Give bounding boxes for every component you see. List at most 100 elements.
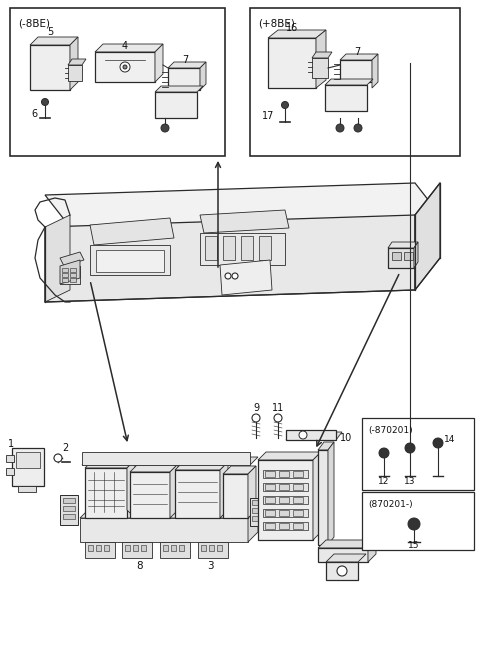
Text: 10: 10: [340, 433, 352, 443]
Bar: [263, 522, 308, 530]
Text: 16: 16: [286, 23, 298, 33]
Bar: [258, 460, 313, 540]
Polygon shape: [325, 79, 373, 85]
Bar: [60, 266, 80, 284]
Bar: [62, 273, 68, 277]
Polygon shape: [155, 86, 203, 92]
Bar: [217, 545, 222, 551]
Polygon shape: [200, 62, 206, 90]
Bar: [63, 498, 75, 503]
Polygon shape: [258, 452, 321, 460]
Bar: [80, 518, 248, 542]
Circle shape: [232, 273, 238, 279]
Polygon shape: [45, 215, 70, 302]
Polygon shape: [60, 260, 80, 284]
Bar: [175, 470, 220, 518]
Bar: [362, 492, 474, 550]
Bar: [30, 45, 70, 90]
Bar: [133, 545, 138, 551]
Text: (-8BE): (-8BE): [18, 19, 50, 29]
Polygon shape: [90, 218, 174, 245]
Bar: [265, 510, 275, 516]
Bar: [6, 468, 14, 475]
Polygon shape: [372, 54, 378, 88]
Bar: [286, 430, 336, 440]
Bar: [90, 245, 170, 275]
Polygon shape: [368, 540, 376, 562]
Bar: [252, 500, 261, 505]
Polygon shape: [85, 460, 135, 468]
Bar: [201, 545, 206, 551]
Bar: [265, 523, 275, 529]
Bar: [392, 252, 401, 260]
Text: 12: 12: [378, 478, 390, 487]
Polygon shape: [220, 260, 272, 295]
Polygon shape: [175, 462, 228, 470]
Text: 5: 5: [47, 27, 53, 37]
Polygon shape: [220, 462, 228, 518]
Bar: [263, 509, 308, 517]
Circle shape: [299, 431, 307, 439]
Polygon shape: [45, 215, 415, 302]
Bar: [265, 497, 275, 503]
Bar: [252, 516, 261, 521]
Bar: [125, 545, 130, 551]
Bar: [259, 236, 271, 260]
Text: 11: 11: [272, 403, 284, 413]
Polygon shape: [170, 464, 178, 518]
Polygon shape: [95, 44, 163, 52]
Bar: [268, 38, 316, 88]
Bar: [293, 523, 303, 529]
Text: 15: 15: [408, 541, 420, 550]
Circle shape: [274, 414, 282, 422]
Bar: [198, 542, 228, 558]
Bar: [263, 496, 308, 504]
Bar: [62, 268, 68, 272]
Bar: [96, 250, 164, 272]
Bar: [63, 506, 75, 511]
Bar: [85, 468, 127, 518]
Polygon shape: [415, 183, 440, 290]
Text: 2: 2: [62, 443, 68, 453]
Bar: [250, 8, 460, 156]
Text: 6: 6: [31, 109, 37, 119]
Circle shape: [54, 454, 62, 462]
Circle shape: [433, 438, 443, 448]
Bar: [63, 514, 75, 519]
Bar: [10, 8, 225, 156]
Circle shape: [41, 98, 48, 106]
Polygon shape: [318, 540, 376, 548]
Circle shape: [336, 124, 344, 132]
Polygon shape: [82, 457, 258, 465]
Polygon shape: [414, 242, 418, 268]
Polygon shape: [328, 442, 334, 545]
Bar: [16, 452, 40, 468]
Polygon shape: [268, 30, 326, 38]
Text: 14: 14: [444, 436, 456, 445]
Bar: [70, 278, 76, 282]
Text: (870201-): (870201-): [368, 500, 413, 509]
Bar: [223, 236, 235, 260]
Bar: [130, 472, 170, 518]
Text: (+8BE): (+8BE): [258, 19, 295, 29]
Bar: [293, 510, 303, 516]
Bar: [241, 236, 253, 260]
Text: 17: 17: [262, 111, 274, 121]
Bar: [12, 448, 44, 486]
Bar: [279, 484, 289, 490]
Polygon shape: [30, 37, 78, 45]
Polygon shape: [80, 508, 258, 518]
Bar: [6, 455, 14, 462]
Bar: [293, 497, 303, 503]
Bar: [312, 58, 328, 78]
Circle shape: [123, 65, 127, 69]
Circle shape: [120, 62, 130, 72]
Circle shape: [252, 414, 260, 422]
Text: 8: 8: [137, 561, 144, 571]
Bar: [279, 510, 289, 516]
Polygon shape: [200, 210, 289, 233]
Circle shape: [337, 566, 347, 576]
Polygon shape: [316, 30, 326, 88]
Polygon shape: [168, 62, 206, 68]
Text: 7: 7: [182, 55, 188, 65]
